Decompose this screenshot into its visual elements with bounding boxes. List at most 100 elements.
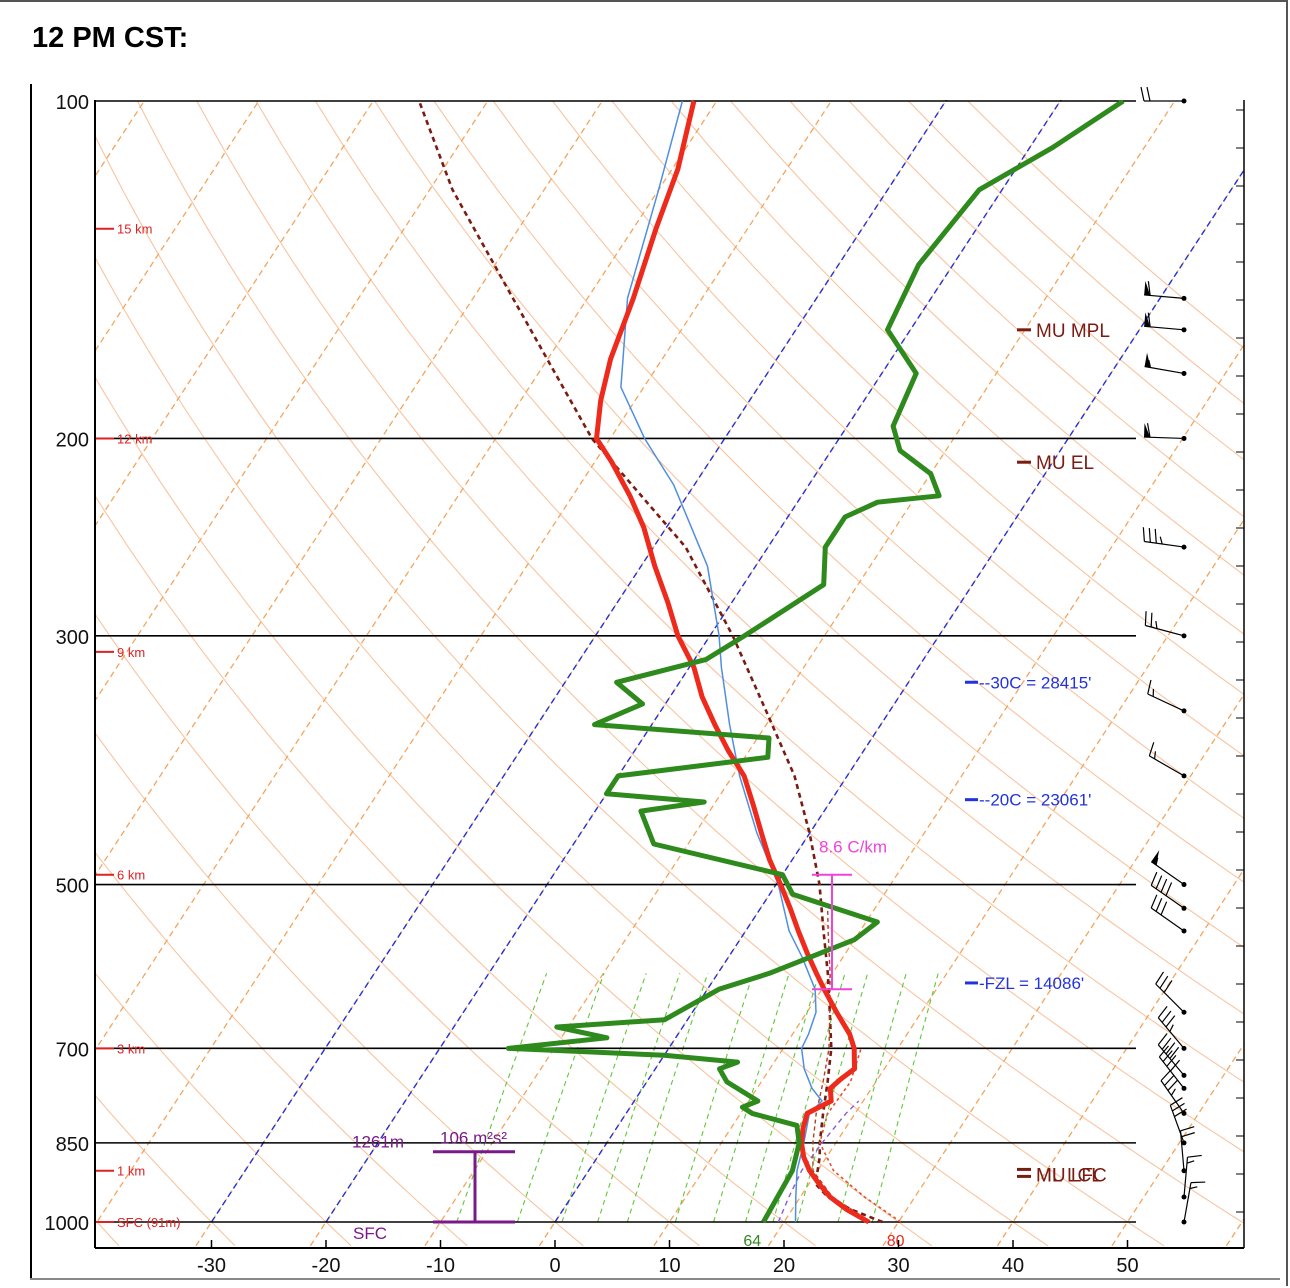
- wind-barb: [1160, 1069, 1187, 1116]
- barb-station: [1181, 1110, 1187, 1116]
- isotherm-line: [653, 343, 1244, 1247]
- wind-barbs: [1140, 86, 1244, 1225]
- barb-feather: [1169, 1059, 1181, 1072]
- isotherm-line: [95, 100, 375, 528]
- barb-pennant: [1151, 850, 1160, 866]
- dry-adiabat: [95, 731, 584, 1247]
- barb-feather: [1154, 528, 1157, 544]
- mixing-ratio-line: [674, 973, 754, 1223]
- background-lines: [95, 100, 1244, 1247]
- barb-pennant: [1144, 280, 1151, 296]
- barb-station: [1181, 1168, 1187, 1174]
- barb-feather: [1155, 857, 1159, 866]
- mixing-ratio-line: [456, 973, 548, 1223]
- pressure-tick-label: 300: [56, 627, 89, 649]
- effective-layer-value-label: 106 m²s²: [440, 1129, 507, 1148]
- barb-station: [1181, 1140, 1187, 1146]
- barb-feather: [1180, 1126, 1195, 1132]
- barb-staff: [1149, 755, 1185, 777]
- height-label: SFC (91m): [117, 1215, 181, 1230]
- barb-feather: [1172, 1102, 1185, 1112]
- barb-feather: [1157, 1033, 1168, 1046]
- dry-adiabat: [196, 100, 1244, 1153]
- mixing-ratio-line: [772, 973, 846, 1223]
- wind-barb: [1144, 611, 1187, 639]
- dry-adiabat: [730, 100, 1244, 576]
- barb-station: [1181, 370, 1187, 376]
- barb-feather: [1161, 1037, 1172, 1050]
- barb-station: [1181, 1085, 1187, 1091]
- height-label: 6 km: [117, 868, 145, 883]
- barb-feather: [1158, 1045, 1170, 1058]
- barb-feather: [1165, 882, 1173, 896]
- height-label: 1 km: [117, 1164, 145, 1179]
- wind-barb: [1181, 1181, 1206, 1225]
- x-tick-label: 0: [549, 1255, 560, 1277]
- effective-layer-bottom-label: SFC: [353, 1224, 387, 1243]
- dry-adiabat: [670, 100, 1244, 635]
- barb-staff: [1150, 861, 1185, 886]
- dry-adiabat: [95, 375, 933, 1247]
- mixing-ratio-line: [626, 973, 709, 1223]
- barb-feather: [1147, 281, 1151, 296]
- barb-staff: [1157, 1044, 1185, 1076]
- dry-adiabat: [95, 256, 1049, 1247]
- barb-feather: [1148, 528, 1151, 543]
- barb-staff: [1183, 1157, 1189, 1198]
- pressure-tick-label: 200: [56, 429, 89, 451]
- barb-feather: [1140, 86, 1145, 102]
- barb-station: [1181, 98, 1187, 104]
- barb-feather: [1147, 312, 1151, 327]
- height-label: 12 km: [117, 431, 152, 446]
- dry-adiabat: [95, 851, 468, 1247]
- barb-feather: [1153, 751, 1157, 759]
- pressure-tick-label: 1000: [45, 1213, 90, 1235]
- barb-feather: [1169, 1024, 1174, 1032]
- barb-feather: [1167, 1079, 1179, 1091]
- surface-dewpoint-label: 64: [743, 1233, 761, 1250]
- barb-feather: [1160, 878, 1168, 893]
- wind-barb: [1148, 742, 1187, 779]
- x-tick-label: 30: [887, 1255, 909, 1277]
- isotherm-line: [95, 100, 490, 702]
- barb-station: [1181, 435, 1187, 441]
- barb-feather: [1174, 1108, 1187, 1118]
- barb-feather: [1157, 1006, 1168, 1019]
- mixing-ratio-line: [597, 973, 681, 1223]
- barb-feather: [1144, 611, 1147, 626]
- x-tick-label: 20: [773, 1255, 795, 1277]
- barb-feather: [1155, 898, 1163, 912]
- pressure-tick-label: 100: [56, 92, 89, 114]
- barb-feather: [1170, 1097, 1183, 1106]
- barb-station: [1181, 1009, 1187, 1015]
- barb-station: [1181, 544, 1187, 550]
- dry-adiabat: [95, 613, 700, 1247]
- effective-layer-top-label: 1261m: [352, 1133, 404, 1152]
- mixing-ratio-line: [561, 973, 647, 1223]
- dry-adiabat: [374, 100, 1244, 949]
- page-title: 12 PM CST:: [32, 22, 189, 54]
- barb-feather: [1148, 359, 1152, 368]
- barb-staff: [1183, 1182, 1192, 1223]
- barb-feather: [1155, 620, 1158, 629]
- isotherm-line: [95, 100, 146, 178]
- isotherm-line: [95, 100, 719, 1052]
- wind-barb: [1140, 86, 1187, 104]
- level-marker-label: -FZL = 14086': [979, 974, 1084, 993]
- barb-feather: [1159, 536, 1163, 545]
- level-isotherm-line: [325, 100, 1062, 1223]
- barb-staff: [1144, 325, 1185, 331]
- isotherm-line: [882, 693, 1244, 1247]
- x-tick-label: 40: [1002, 1255, 1024, 1277]
- barb-feather: [1180, 1132, 1195, 1138]
- barb-staff: [1157, 1017, 1185, 1049]
- level-isotherm-line: [554, 168, 1244, 1223]
- barb-feather: [1159, 975, 1169, 989]
- barb-feather: [1187, 1154, 1202, 1158]
- barb-feather: [1146, 423, 1151, 438]
- temperature-trace: [594, 100, 870, 1225]
- wind-barb: [1147, 679, 1187, 714]
- barb-pennant: [1144, 423, 1151, 438]
- lapse-rate-label: 8.6 C/km: [819, 838, 887, 857]
